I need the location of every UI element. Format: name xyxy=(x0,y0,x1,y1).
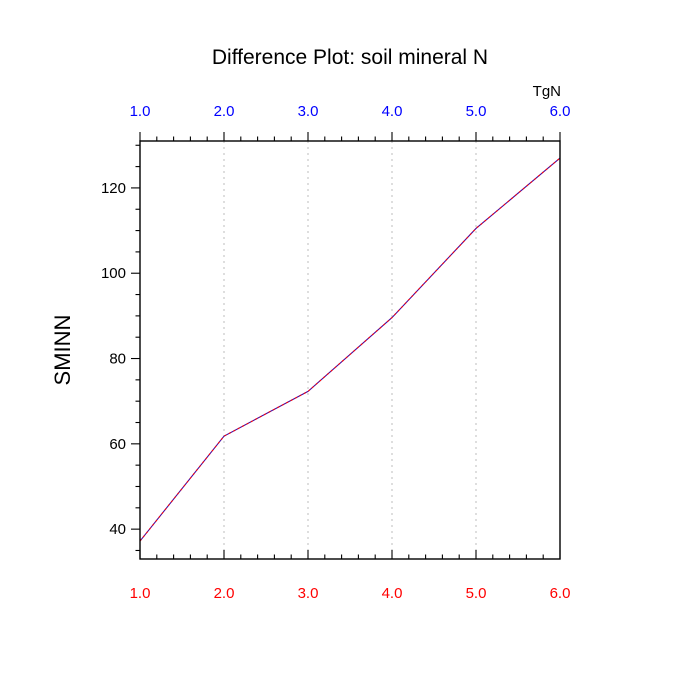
x-tick-label-top: 3.0 xyxy=(298,103,319,120)
x-tick-label-top: 5.0 xyxy=(466,103,487,120)
x-tick-label-top: 2.0 xyxy=(214,103,235,120)
x-tick-label-bottom: 5.0 xyxy=(466,585,487,602)
x-tick-label-top: 6.0 xyxy=(550,103,571,120)
x-tick-label-bottom: 4.0 xyxy=(382,585,403,602)
chart-title: Difference Plot: soil mineral N xyxy=(212,46,488,69)
y-axis-label: SMINN xyxy=(50,315,75,386)
x-tick-label-bottom: 6.0 xyxy=(550,585,571,602)
top-axis-units: TgN xyxy=(533,83,561,100)
x-tick-label-top: 1.0 xyxy=(130,103,151,120)
tick-labels: 1.0 1.0 2.0 2.0 3.0 3.0 4.0 4.0 5.0 5.0 6.0 6.0 40 60… xyxy=(101,103,570,602)
x-tick-label-bottom: 3.0 xyxy=(298,585,319,602)
plot-frame xyxy=(139,140,561,560)
y-tick-label: 60 xyxy=(109,436,126,453)
x-tick-label-bottom: 2.0 xyxy=(214,585,235,602)
x-tick-label-top: 4.0 xyxy=(382,103,403,120)
series-line-0 xyxy=(139,157,561,542)
series-layer xyxy=(139,157,561,542)
series-dash-0 xyxy=(139,157,561,542)
y-tick-label: 100 xyxy=(101,265,126,282)
grid-lines xyxy=(223,141,477,559)
axis-ticks xyxy=(131,132,561,559)
y-tick-label: 120 xyxy=(101,180,126,197)
y-tick-label: 40 xyxy=(109,521,126,538)
x-tick-label-bottom: 1.0 xyxy=(130,585,151,602)
y-tick-label: 80 xyxy=(109,351,126,368)
